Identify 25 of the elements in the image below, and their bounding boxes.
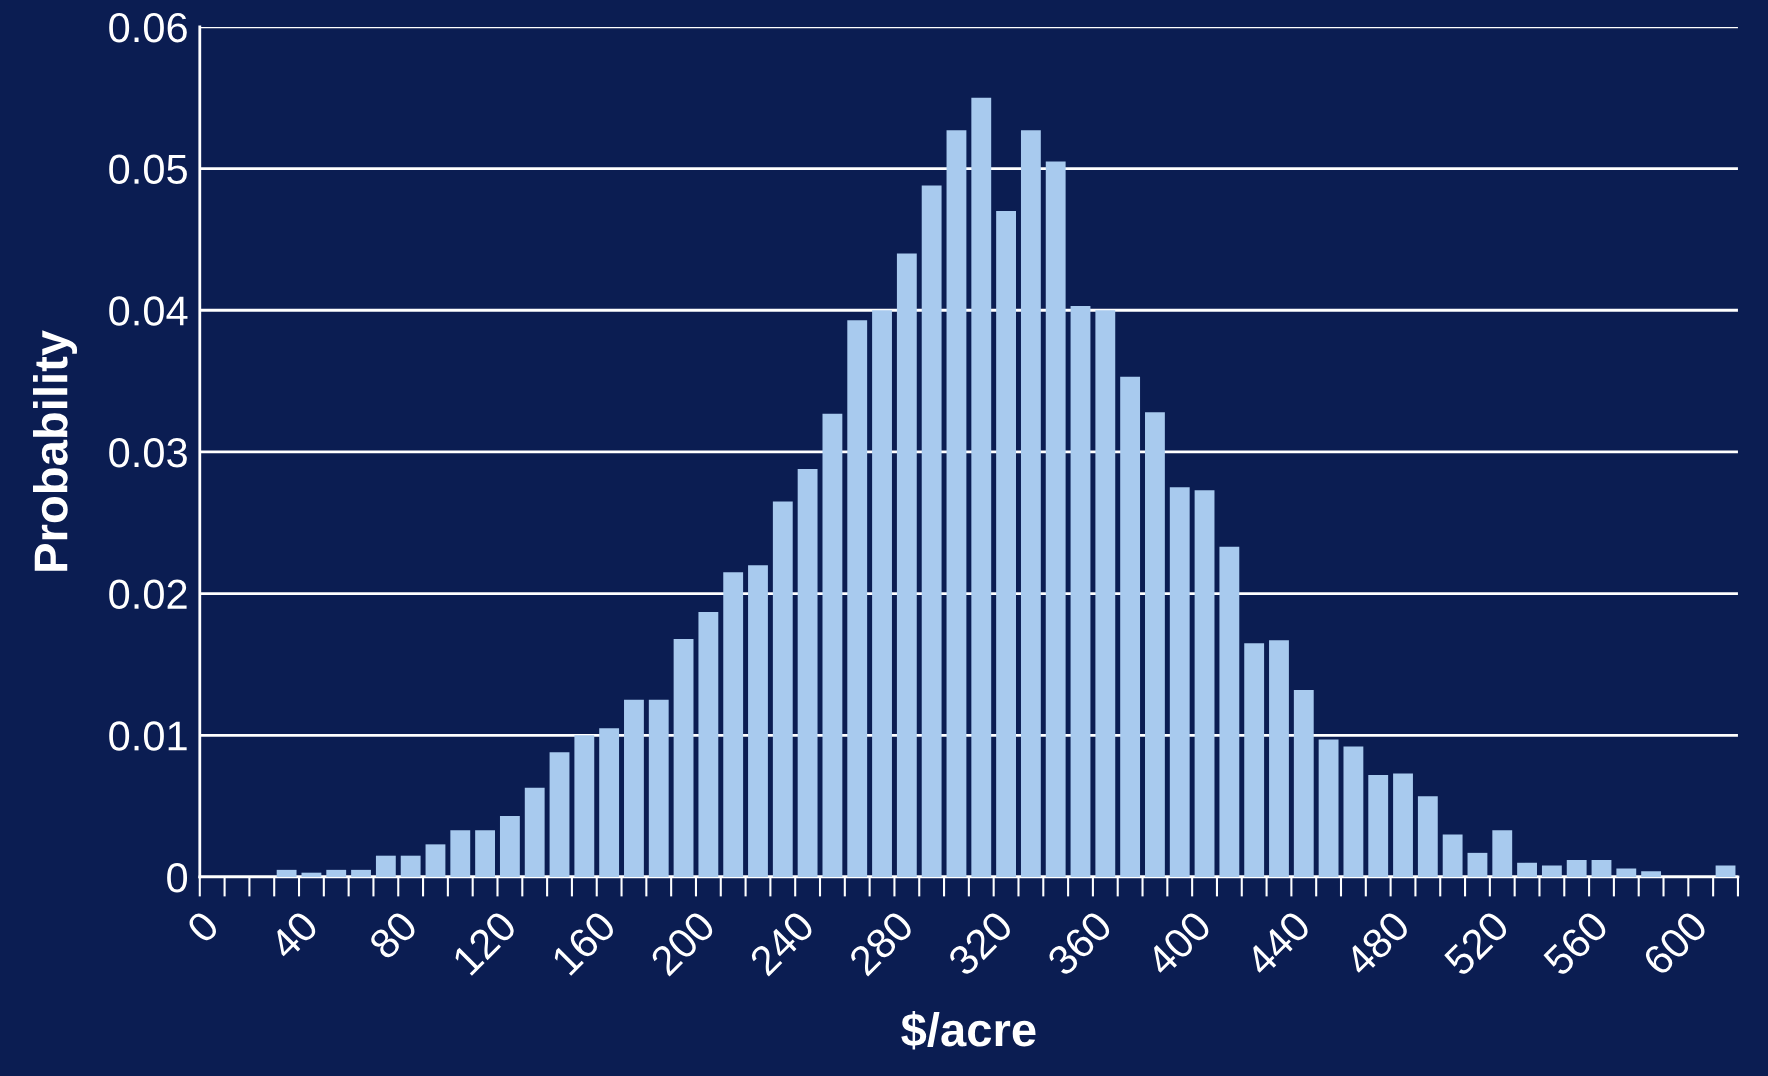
y-axis-title: Probability: [33, 330, 78, 571]
x-tick-label: 320: [946, 909, 1015, 978]
x-tick-label: 240: [748, 909, 816, 977]
x-tick-label: 160: [550, 909, 618, 977]
y-tick-label: 0.06: [109, 12, 187, 43]
x-tick-label: 520: [1442, 909, 1511, 978]
x-tick-label: 440: [1243, 909, 1312, 978]
y-tick-label: 0.01: [109, 721, 187, 751]
x-tick-label: 120: [451, 909, 518, 977]
y-tick-label: 0.04: [109, 296, 188, 326]
x-tick-label: 400: [1144, 909, 1213, 978]
y-tick-label: 0: [167, 862, 188, 893]
x-axis-title: $/acre: [901, 1011, 1036, 1050]
y-tick-label: 0.02: [109, 579, 187, 610]
x-tick-label: 360: [1045, 909, 1114, 978]
x-tick-label: 600: [1641, 909, 1709, 977]
y-tick-label: 0.03: [109, 437, 187, 468]
x-tick-label: 40: [267, 909, 320, 962]
x-tick-label: 480: [1342, 909, 1412, 978]
x-tick-label: 560: [1541, 909, 1610, 978]
x-tick-label: 80: [367, 909, 419, 961]
x-tick-label: 280: [847, 909, 915, 977]
x-tick-label: 0: [185, 909, 221, 945]
y-tick-label: 0.05: [109, 154, 187, 185]
x-tick-label: 200: [649, 909, 717, 977]
